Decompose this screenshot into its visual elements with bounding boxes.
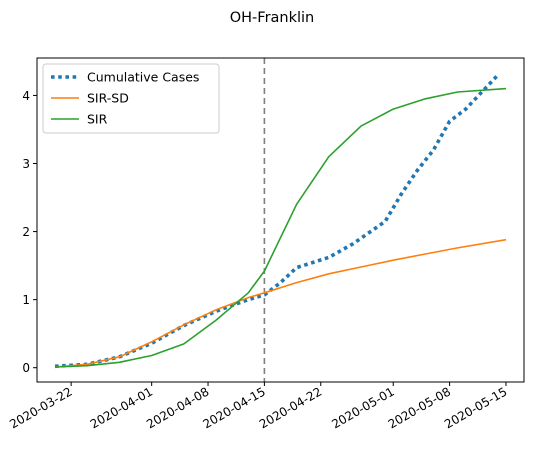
legend-box: [42, 63, 220, 134]
y-tick-label-3: 3: [22, 157, 30, 171]
series-line-1: [54, 73, 500, 369]
x-tick-label-2: 2020-04-08: [144, 384, 211, 431]
y-tick-label-0: 0: [22, 361, 30, 375]
y-tick-label-4: 4: [22, 89, 30, 103]
y-tick-label-1: 1: [22, 293, 30, 307]
legend-label-3: SIR: [87, 112, 108, 127]
y-tick-label-2: 2: [22, 225, 30, 239]
x-tick-label-7: 2020-05-15: [442, 384, 509, 431]
chart-title: OH-Franklin: [230, 10, 315, 26]
x-tick-label-6: 2020-05-08: [386, 384, 453, 431]
legend-label-1: Cumulative Cases: [87, 70, 199, 85]
x-tick-label-1: 2020-04-01: [88, 384, 155, 431]
legend-label-2: SIR-SD: [87, 91, 129, 106]
x-tick-label-3: 2020-04-15: [200, 384, 267, 431]
x-tick-label-0: 2020-03-22: [7, 384, 74, 431]
x-tick-label-5: 2020-05-01: [329, 384, 396, 431]
plot-frame: [36, 57, 525, 383]
x-tick-label-4: 2020-04-22: [257, 384, 324, 431]
series-line-2: [54, 238, 507, 368]
series-line-3: [54, 87, 507, 368]
